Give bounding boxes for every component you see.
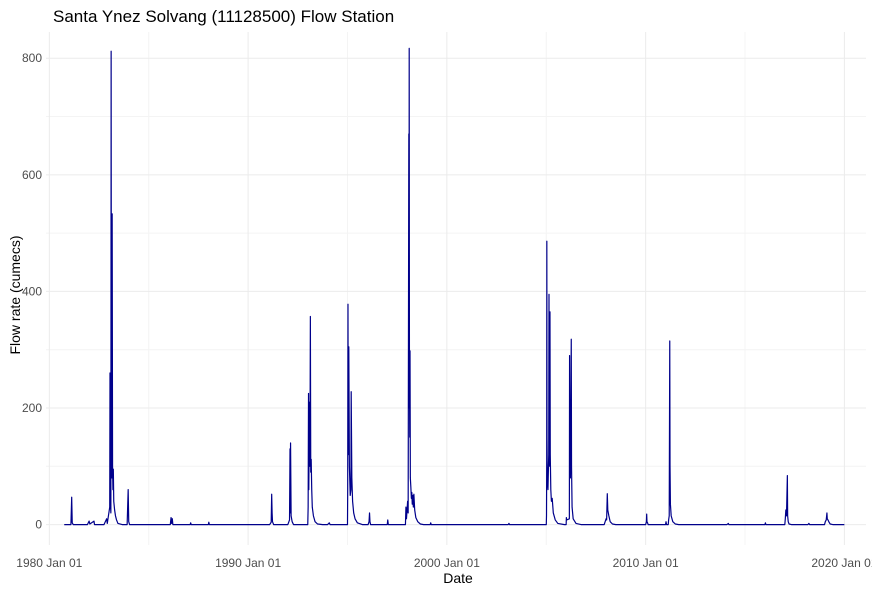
chart-title: Santa Ynez Solvang (11128500) Flow Stati… <box>53 7 394 26</box>
x-tick-label: 1980 Jan 01 <box>16 556 82 570</box>
major-gridlines <box>46 32 866 545</box>
minor-gridlines <box>46 32 866 545</box>
y-tick-label: 600 <box>22 168 42 182</box>
y-tick-label: 400 <box>22 284 42 298</box>
y-tick-label: 200 <box>22 401 42 415</box>
y-tick-label: 800 <box>22 51 42 65</box>
y-axis-ticks: 0 200 400 600 800 <box>22 51 42 531</box>
x-tick-label: 1990 Jan 01 <box>215 556 281 570</box>
y-tick-label: 0 <box>35 518 42 532</box>
x-tick-label: 2010 Jan 01 <box>613 556 679 570</box>
x-axis-title: Date <box>443 570 473 586</box>
x-axis-ticks: 1980 Jan 01 1990 Jan 01 2000 Jan 01 2010 Ja… <box>16 556 872 570</box>
x-tick-label: 2000 Jan 01 <box>414 556 480 570</box>
x-tick-label: 2020 Jan 01 <box>811 556 872 570</box>
flow-series-line <box>64 47 845 526</box>
y-axis-title: Flow rate (cumecs) <box>7 235 23 354</box>
series-layer <box>64 47 845 526</box>
